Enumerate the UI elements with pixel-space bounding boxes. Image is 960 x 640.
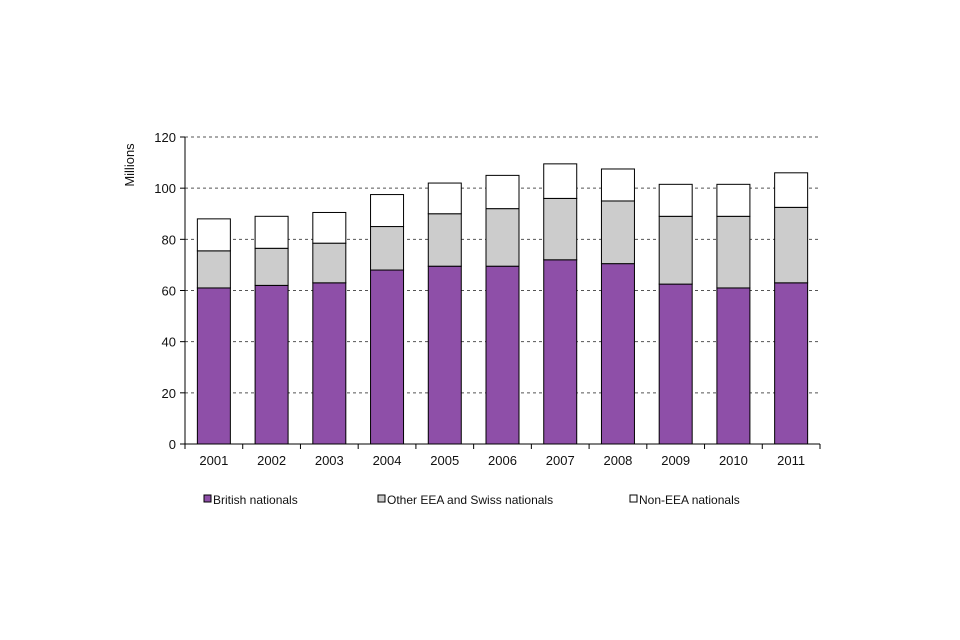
axes <box>180 136 821 449</box>
bar-2003-series-2 <box>312 211 347 244</box>
bar-2011-series-1 <box>774 206 809 284</box>
bar-2009-series-1 <box>658 215 693 285</box>
bar-2002-series-2 <box>254 215 289 249</box>
bar-2009-series-0 <box>658 283 693 445</box>
bar-2010-series-2 <box>716 183 751 217</box>
bar-2004-series-0 <box>370 269 405 445</box>
bar-2008-series-1 <box>600 200 635 265</box>
x-tick-label-2002: 2002 <box>257 453 286 468</box>
x-tick-label-2010: 2010 <box>719 453 748 468</box>
bar-2006-series-0 <box>485 265 520 445</box>
bar-2001-series-2 <box>196 218 231 252</box>
bar-2003-series-1 <box>312 242 347 284</box>
y-tick-label: 80 <box>162 232 176 247</box>
legend-label-2: Non-EEA nationals <box>639 493 740 507</box>
x-tick-label-2001: 2001 <box>199 453 228 468</box>
y-axis-title: Millions <box>122 143 137 187</box>
bars <box>196 163 809 445</box>
x-tick-label-2004: 2004 <box>373 453 402 468</box>
bar-2001-series-1 <box>196 250 231 289</box>
bar-2005-series-1 <box>427 213 462 267</box>
legend-label-0: British nationals <box>213 493 298 507</box>
y-tick-label: 60 <box>162 284 176 299</box>
bar-2004-series-1 <box>370 226 405 271</box>
bar-2008-series-2 <box>600 168 635 202</box>
bar-2004-series-2 <box>370 194 405 228</box>
bar-2002-series-1 <box>254 247 289 286</box>
gridlines <box>185 136 820 394</box>
bar-2008-series-0 <box>600 263 635 445</box>
bar-2002-series-0 <box>254 284 289 445</box>
bar-2005-series-0 <box>427 265 462 445</box>
bar-2003-series-0 <box>312 282 347 445</box>
x-tick-label-2008: 2008 <box>603 453 632 468</box>
x-tick-labels: 2001 2002 2003 2004 2005 2006 2007 2008 2009 2010… <box>199 453 805 468</box>
bar-2001-series-0 <box>196 287 231 445</box>
x-tick-label-2009: 2009 <box>661 453 690 468</box>
bar-2011-series-0 <box>774 282 809 445</box>
y-tick-label: 100 <box>154 181 176 196</box>
legend-swatch-2 <box>629 494 638 503</box>
bar-2010-series-0 <box>716 287 751 445</box>
bar-2006-series-1 <box>485 208 520 267</box>
legend-label-1: Other EEA and Swiss nationals <box>387 493 553 507</box>
x-tick-label-2011: 2011 <box>777 453 805 468</box>
y-tick-label: 20 <box>162 386 176 401</box>
x-tick-label-2006: 2006 <box>488 453 517 468</box>
bar-2010-series-1 <box>716 215 751 289</box>
y-tick-label: 120 <box>154 130 176 145</box>
y-tick-label: 0 <box>169 437 176 452</box>
y-tick-label: 40 <box>162 335 176 350</box>
legend-swatch-1 <box>377 494 386 503</box>
legend-swatch-0 <box>203 494 212 503</box>
bar-2011-series-2 <box>774 172 809 208</box>
x-tick-label-2003: 2003 <box>315 453 344 468</box>
y-tick-labels: 0 20 40 60 80 100 120 <box>154 130 176 452</box>
bar-2007-series-2 <box>543 163 578 199</box>
bar-2007-series-0 <box>543 259 578 445</box>
bar-2009-series-2 <box>658 183 693 217</box>
bar-2006-series-2 <box>485 174 520 210</box>
legend: British nationals Other EEA and Swiss nat… <box>203 493 740 507</box>
x-tick-label-2007: 2007 <box>546 453 575 468</box>
bar-2007-series-1 <box>543 197 578 261</box>
bar-2005-series-2 <box>427 182 462 215</box>
x-tick-label-2005: 2005 <box>430 453 459 468</box>
